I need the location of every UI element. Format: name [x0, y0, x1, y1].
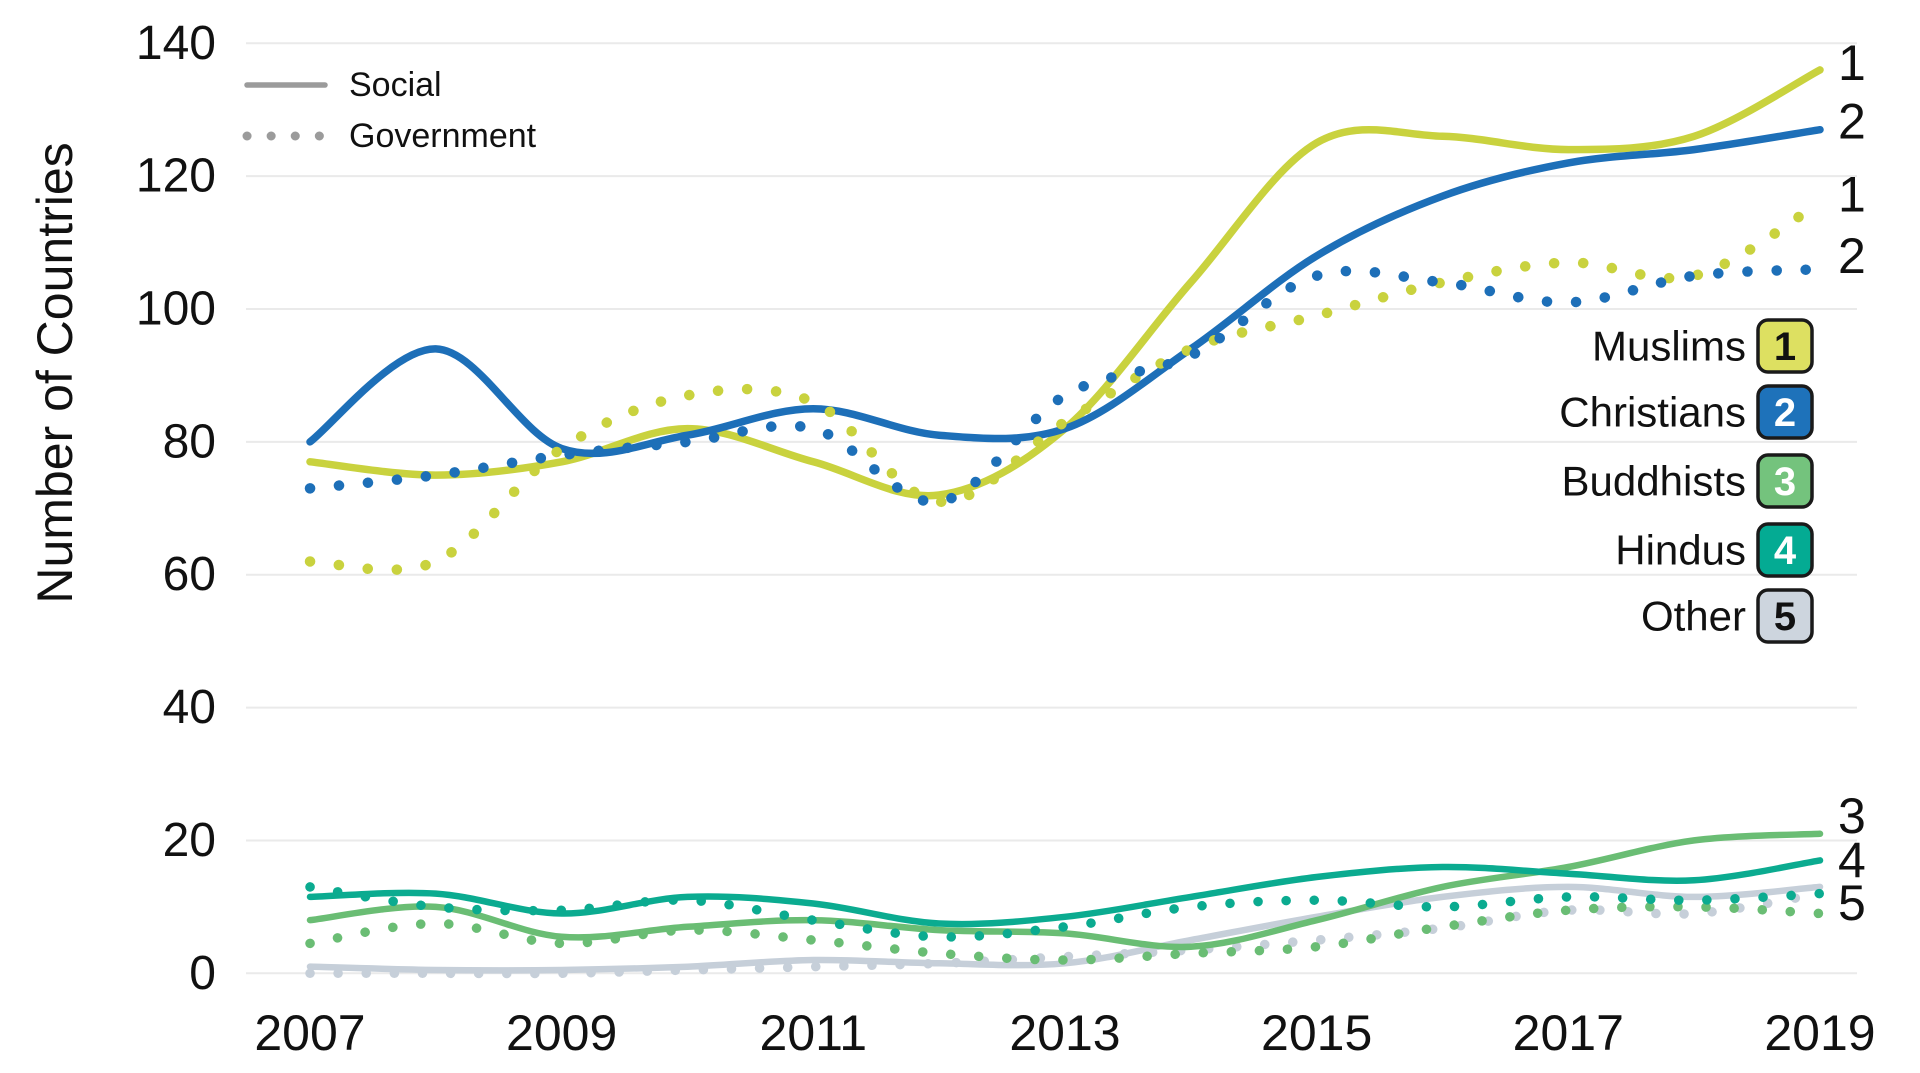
legend-government-label: Government [349, 117, 537, 155]
legend-other-label: Other [1641, 593, 1746, 640]
christians-social-end-label: 2 [1838, 94, 1866, 150]
legend-muslims-label: Muslims [1592, 323, 1746, 370]
buddhists-social-line [306, 830, 1824, 951]
hindus-social-line [306, 857, 1824, 928]
legend-buddhists-badge-number: 3 [1774, 460, 1796, 504]
y-tick-label: 20 [163, 814, 216, 867]
x-tick-label: 2019 [1764, 1005, 1875, 1061]
legend-muslims-badge [1756, 318, 1814, 374]
y-axis-title: Number of Countries [27, 142, 83, 603]
buddhists-social-end-label: 3 [1838, 788, 1866, 844]
muslims-government-end-label: 1 [1838, 167, 1866, 223]
hindus-government-line [305, 882, 1825, 942]
y-tick-label: 140 [136, 17, 216, 70]
legend-hindus-label: Hindus [1615, 527, 1746, 574]
y-tick-label: 60 [163, 548, 216, 601]
legend-social-label: Social [349, 66, 442, 104]
legend-christians-badge-number: 2 [1774, 391, 1796, 435]
legend-buddhists-badge [1756, 453, 1814, 509]
christians-social-line [306, 125, 1824, 458]
y-tick-label: 120 [136, 150, 216, 203]
buddhists-government-line [305, 901, 1825, 965]
legend-christians-label: Christians [1559, 389, 1746, 436]
christians-government-end-label: 2 [1838, 228, 1866, 284]
other-social-end-label: 5 [1838, 875, 1866, 931]
x-tick-label: 2007 [254, 1005, 365, 1061]
legend-christians-badge [1756, 384, 1814, 440]
y-tick-label: 40 [163, 681, 216, 734]
x-tick-label: 2009 [506, 1005, 617, 1061]
legend-other-badge-number: 5 [1774, 595, 1796, 639]
y-tick-label: 80 [163, 415, 216, 468]
y-tick-label: 100 [136, 283, 216, 336]
x-tick-label: 2011 [760, 1005, 868, 1061]
x-tick-label: 2017 [1513, 1005, 1624, 1061]
hindus-social-end-label: 4 [1838, 832, 1866, 888]
y-tick-label: 0 [189, 947, 216, 1000]
muslims-social-end-label: 1 [1838, 35, 1866, 91]
legend-hindus-badge-number: 4 [1774, 529, 1797, 573]
x-tick-label: 2015 [1261, 1005, 1372, 1061]
legend-buddhists-label: Buddhists [1562, 458, 1746, 505]
legend-other-badge [1756, 588, 1814, 644]
muslims-government-line [304, 197, 1826, 576]
x-tick-label: 2013 [1009, 1005, 1120, 1061]
legend-hindus-badge [1756, 522, 1814, 578]
legend-muslims-badge-number: 1 [1774, 325, 1796, 369]
